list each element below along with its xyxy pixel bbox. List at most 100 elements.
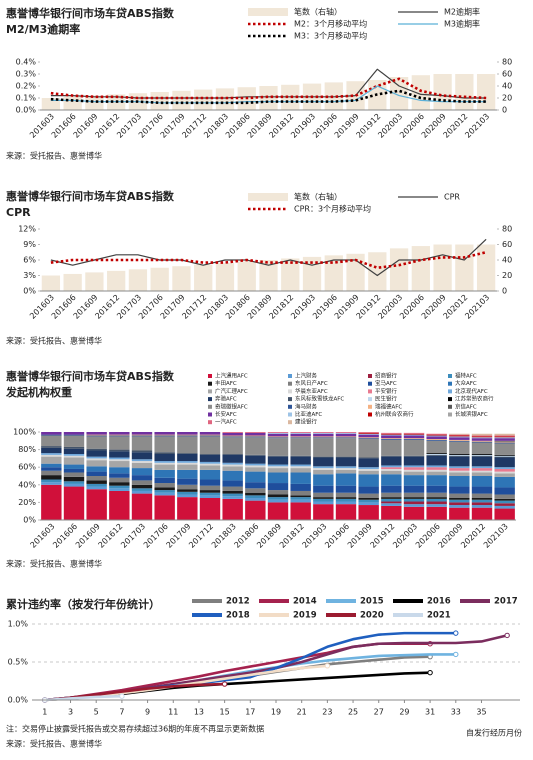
- bar-segment: [471, 486, 493, 494]
- bar-segment: [494, 503, 515, 506]
- x-tick-label: 21: [297, 708, 307, 717]
- bar-segment: [290, 466, 311, 469]
- legend-swatch: [288, 397, 292, 402]
- bar-segment: [449, 456, 470, 467]
- bar-segment: [63, 468, 85, 473]
- bar-segment: [131, 432, 153, 435]
- bar-segment: [494, 440, 515, 442]
- bar-segment: [471, 502, 493, 506]
- legend-swatch: [208, 389, 212, 394]
- bar-segment: [449, 439, 470, 441]
- source: 来源：受托报告、惠誉博华: [6, 739, 102, 749]
- y-tick-label: 12%: [18, 225, 36, 234]
- bar-segment: [41, 446, 62, 448]
- bar-segment: [109, 485, 130, 489]
- bar-segment: [426, 475, 447, 486]
- y2-tick-label: 0: [502, 287, 507, 296]
- y-tick-label: 0.4%: [16, 58, 37, 67]
- legend-swatch: [248, 193, 288, 201]
- bar-segment: [290, 432, 311, 433]
- legend-label: 广汽汇理AFC: [215, 387, 248, 395]
- bar-segment: [267, 483, 289, 491]
- bar-segment: [426, 439, 447, 441]
- bar-segment: [403, 455, 425, 457]
- bar-segment: [267, 432, 289, 434]
- bar-segment: [154, 464, 175, 470]
- bar-segment: [494, 455, 515, 457]
- bar-segment: [131, 480, 153, 485]
- bar-segment: [131, 435, 153, 437]
- x-tick-label: 13: [194, 708, 204, 717]
- end-marker: [324, 663, 331, 669]
- y-tick-label: 60%: [18, 463, 36, 472]
- y-tick-label: 0.2%: [16, 82, 37, 91]
- bar-segment: [449, 455, 470, 457]
- chart-title: 惠誉博华银行间市场车贷ABS指数: [6, 369, 175, 383]
- bar-segment: [426, 436, 447, 440]
- bar-segment: [449, 486, 470, 494]
- y-tick-label: 20%: [18, 498, 36, 507]
- bar-segment: [403, 506, 425, 520]
- legend-label: M2：3个月移动平均: [294, 19, 367, 29]
- bar: [215, 88, 235, 110]
- bar: [194, 264, 213, 291]
- bar-segment: [358, 432, 379, 433]
- bar-segment: [41, 435, 62, 447]
- bar-segment: [245, 471, 266, 483]
- y-tick-label: 0.0%: [16, 106, 37, 115]
- bar-segment: [449, 436, 470, 438]
- bar-segment: [358, 434, 379, 438]
- legend-label: 瑞福德AFC: [375, 402, 402, 410]
- bar-segment: [449, 454, 470, 456]
- bar-segment: [426, 439, 447, 440]
- bar-segment: [494, 500, 515, 504]
- x-tick-label: 5: [94, 708, 99, 717]
- bar-segment: [63, 472, 85, 477]
- bar-segment: [471, 498, 493, 500]
- bar-segment: [154, 435, 175, 437]
- legend-label: 平安银行: [375, 387, 398, 395]
- bar-segment: [109, 467, 130, 474]
- bar-segment: [471, 435, 493, 437]
- legend-swatch: [448, 381, 452, 386]
- line: [50, 250, 487, 270]
- bar-segment: [471, 433, 493, 436]
- bar-segment: [86, 434, 107, 436]
- bar-segment: [131, 475, 153, 481]
- chart-subtitle: CPR: [6, 206, 31, 219]
- bar-segment: [41, 447, 62, 454]
- y-tick-label: 0.0%: [8, 696, 29, 705]
- bar-segment: [177, 436, 198, 454]
- legend-label: 奇瑞徽银AFC: [215, 402, 248, 410]
- bar-segment: [426, 501, 447, 505]
- bar-segment: [471, 466, 493, 469]
- legend-label: 江苏常熟农商行: [455, 395, 494, 403]
- bar-segment: [471, 438, 493, 441]
- bar-segment: [335, 436, 357, 438]
- x-tick-label: 15: [220, 708, 230, 717]
- bar-segment: [471, 455, 493, 457]
- bar-segment: [267, 472, 289, 484]
- bar-segment: [222, 493, 243, 497]
- bar-segment: [403, 432, 425, 434]
- bar-segment: [381, 470, 402, 475]
- bar-segment: [471, 468, 493, 471]
- bar-segment: [222, 435, 243, 437]
- bar-segment: [335, 473, 357, 486]
- bar-segment: [426, 454, 447, 455]
- bar-segment: [109, 432, 130, 435]
- end-marker: [504, 632, 510, 639]
- bar-segment: [358, 437, 379, 439]
- bar-segment: [290, 433, 311, 437]
- bar: [172, 266, 191, 291]
- legend-swatch: [368, 374, 372, 378]
- bar-segment: [177, 469, 198, 479]
- bar-segment: [290, 483, 311, 491]
- bar-segment: [403, 435, 425, 439]
- bar-segment: [63, 448, 85, 454]
- legend-swatch: [288, 381, 292, 386]
- bar-segment: [154, 495, 175, 520]
- end-marker: [453, 630, 459, 636]
- y-tick-label: 9%: [23, 240, 36, 249]
